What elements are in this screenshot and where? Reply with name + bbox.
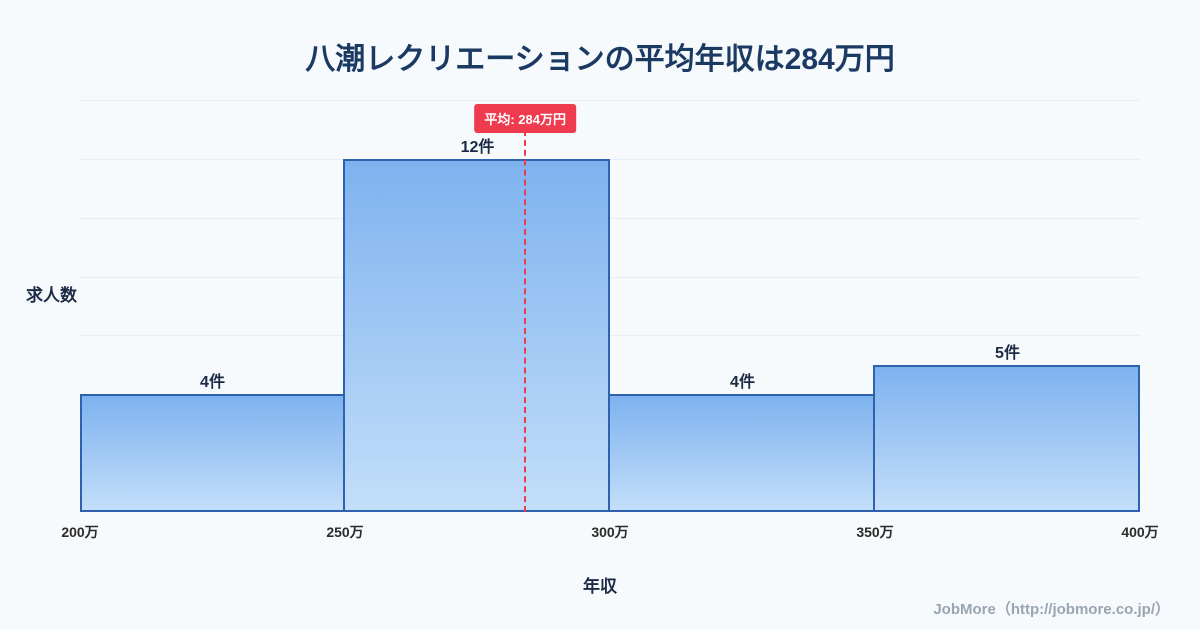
y-axis-label: 求人数: [26, 286, 77, 305]
bar-count-label: 4件: [200, 374, 225, 392]
gridline: [80, 276, 1140, 278]
average-badge: 平均: 284万円: [474, 104, 577, 133]
histogram-bar: [80, 394, 345, 512]
x-tick-label: 400万: [1121, 524, 1159, 540]
x-tick-label: 250万: [326, 524, 364, 540]
histogram-bar: [343, 158, 610, 512]
histogram-bar: [608, 394, 875, 512]
gridline: [80, 100, 1140, 101]
x-axis-label: 年収: [583, 577, 617, 596]
chart-title: 八潮レクリエーションの平均年収は284万円: [305, 43, 895, 76]
histogram-bar: [873, 364, 1140, 512]
footer-credit: JobMore（http://jobmore.co.jp/）: [933, 601, 1170, 618]
bar-count-label: 12件: [460, 138, 495, 156]
x-tick-label: 300万: [591, 524, 629, 540]
x-tick-label: 200万: [61, 524, 99, 540]
bar-count-label: 5件: [995, 344, 1020, 362]
gridline: [80, 158, 1140, 160]
average-line: [524, 130, 527, 512]
x-tick-label: 350万: [856, 524, 894, 540]
gridline: [80, 217, 1140, 219]
bar-count-label: 4件: [730, 374, 755, 392]
gridline: [80, 335, 1140, 337]
